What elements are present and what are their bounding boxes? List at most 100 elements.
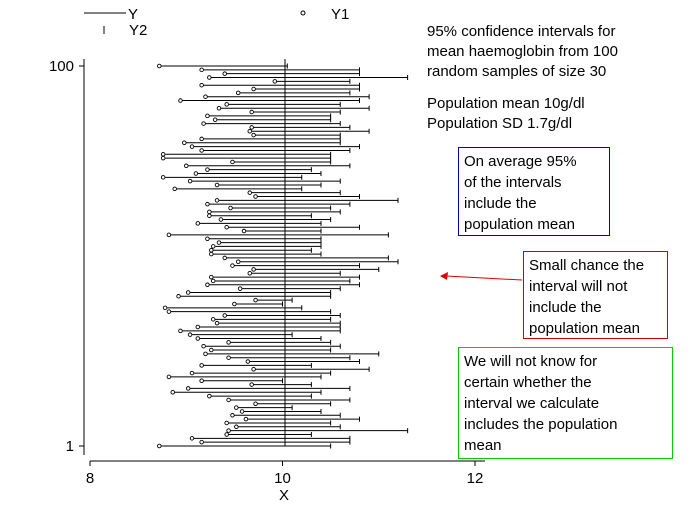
lower-limit-point	[209, 251, 214, 257]
lower-limit-point	[253, 297, 258, 303]
lower-limit-point	[214, 320, 220, 326]
green-note-box: We will not know for certain whether the…	[458, 347, 673, 459]
red-note-box: Small chance the interval will not inclu…	[523, 251, 668, 339]
lower-limit-point	[212, 117, 218, 122]
lower-limit-point	[199, 363, 204, 368]
lower-limit-point	[205, 201, 210, 207]
y-tick-label: 100	[49, 58, 74, 75]
lower-limit-point	[185, 386, 191, 391]
lower-limit-point	[253, 401, 258, 407]
lower-limit-point	[178, 98, 183, 103]
lower-limit-point	[230, 413, 235, 418]
lower-limit-point	[249, 125, 254, 130]
lower-limit-point	[247, 271, 253, 276]
chart-title-note: 95% confidence intervals for mean haemog…	[427, 23, 618, 80]
lower-limit-point	[183, 163, 189, 169]
legend-label-y: Y	[128, 6, 138, 23]
x-tick-label: 8	[86, 470, 94, 487]
lower-limit-point	[253, 194, 258, 199]
lower-limit-point	[226, 428, 231, 433]
lower-limit-point	[214, 198, 220, 203]
legend-label-y2: Y2	[129, 22, 147, 39]
lower-limit-point	[195, 336, 201, 341]
lower-limit-point	[243, 416, 249, 422]
lower-limit-point	[195, 324, 201, 330]
lower-limit-point	[247, 129, 253, 134]
lower-limit-point	[205, 167, 210, 172]
lower-limit-point	[160, 175, 166, 180]
lower-limit-point	[203, 94, 208, 99]
lower-limit-point	[222, 71, 227, 76]
lower-limit-point	[214, 182, 220, 188]
lower-limit-point	[185, 290, 191, 295]
lower-limit-point	[226, 355, 231, 360]
lower-limit-point	[209, 247, 214, 253]
lower-limit-point	[224, 432, 229, 437]
lower-limit-point	[251, 267, 256, 272]
lower-limit-point	[228, 205, 233, 211]
lower-limit-point	[209, 347, 214, 353]
lower-limit-point	[218, 217, 224, 222]
lower-limit-point	[235, 90, 241, 96]
lower-limit-point	[245, 359, 251, 364]
lower-limit-point	[201, 343, 206, 349]
lower-limit-point	[207, 209, 212, 215]
lower-limit-point	[193, 171, 199, 176]
lower-limit-point	[272, 79, 278, 84]
lower-limit-point	[189, 436, 195, 441]
lower-limit-point	[166, 232, 172, 238]
lower-limit-point	[207, 75, 212, 80]
lower-limit-point	[205, 113, 210, 119]
lower-limit-point	[249, 109, 254, 115]
lower-limit-point	[234, 424, 239, 430]
lower-limit-point	[199, 378, 204, 383]
lower-limit-point	[187, 332, 193, 337]
x-tick-label: 10	[274, 470, 291, 487]
lower-limit-point	[210, 244, 216, 249]
lower-limit-point	[239, 409, 245, 414]
lower-limit-point	[205, 236, 210, 241]
population-note: Population mean 10g/dl Population SD 1.7…	[427, 95, 585, 132]
lower-limit-point	[166, 309, 172, 314]
lower-limit-point	[207, 393, 212, 399]
lower-limit-point	[178, 328, 183, 334]
lower-limit-point	[189, 144, 195, 149]
lower-limit-point	[209, 274, 214, 280]
lower-limit-point	[232, 301, 237, 307]
lower-limit-point	[247, 190, 253, 195]
x-axis-label: X	[279, 487, 289, 504]
lower-limit-point	[182, 140, 187, 146]
lower-limit-point	[234, 405, 239, 410]
tick-layer: 8 10 12 1 100	[49, 58, 483, 487]
lower-limit-point	[249, 382, 254, 387]
lower-limit-point	[251, 86, 256, 92]
lower-limit-point	[199, 439, 204, 445]
legend-marker-y1	[300, 10, 306, 16]
lower-limit-point	[160, 155, 166, 161]
lower-limit-point	[205, 282, 210, 288]
lower-limit-point	[157, 443, 162, 449]
lower-limit-point	[210, 317, 216, 322]
lower-limit-point	[162, 305, 168, 311]
blue-note-box: On average 95% of the intervals include …	[458, 147, 610, 236]
lower-limit-point	[237, 286, 243, 291]
lower-limit-point	[199, 136, 204, 142]
lower-limit-point	[166, 374, 172, 380]
lower-limit-point	[226, 397, 231, 403]
lower-limit-point	[251, 132, 256, 138]
x-tick-label: 12	[467, 470, 484, 487]
lower-limit-point	[224, 224, 229, 230]
y-tick-label: 1	[66, 438, 74, 455]
lower-limit-point	[216, 240, 222, 245]
lower-limit-point	[222, 313, 227, 318]
lower-limit-point	[207, 213, 212, 218]
lower-limit-point	[241, 228, 247, 234]
lower-limit-point	[230, 159, 235, 165]
lower-limit-point	[251, 366, 256, 372]
lower-limit-point	[172, 186, 177, 192]
lower-limit-point	[170, 390, 176, 395]
legend: Y Y1 Y2	[84, 6, 349, 39]
lower-limit-point	[189, 370, 195, 376]
lower-limit-point	[199, 67, 204, 73]
